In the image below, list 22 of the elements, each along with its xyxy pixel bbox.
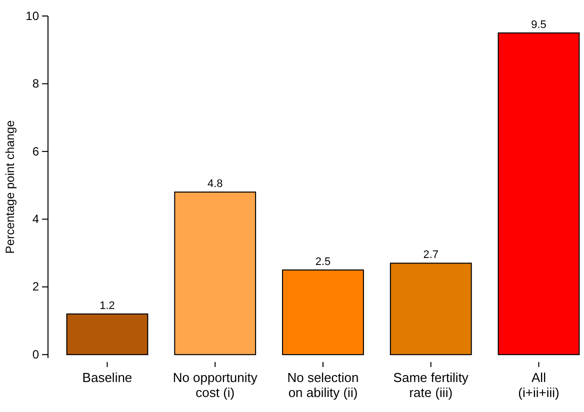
y-tick-label: 0 [32,347,40,362]
bar [174,192,256,356]
data-label: 2.7 [423,249,439,262]
y-axis-title: Percentage point change [3,120,17,254]
bar [66,313,148,356]
x-tick-label: Same fertility rate (iii) [393,370,469,400]
bar [498,32,580,356]
bar [282,269,364,356]
data-label: 4.8 [207,178,223,190]
x-tick-label: All (i+ii+iii) [518,370,560,400]
x-tick-label: Baseline [82,370,132,385]
data-label: 9.5 [531,18,546,31]
y-tick-label: 10 [26,8,40,23]
data-label: 1.2 [100,300,115,312]
x-tick-label: No opportunity cost (i) [172,370,258,400]
bar [390,262,472,356]
y-tick-label: 8 [32,76,40,91]
y-tick-label: 6 [32,144,40,158]
x-tick-label: No selection on ability (ii) [287,370,359,400]
y-tick-label: 2 [32,280,40,294]
y-tick-label: 4 [32,212,40,226]
data-label: 2.5 [315,256,331,268]
